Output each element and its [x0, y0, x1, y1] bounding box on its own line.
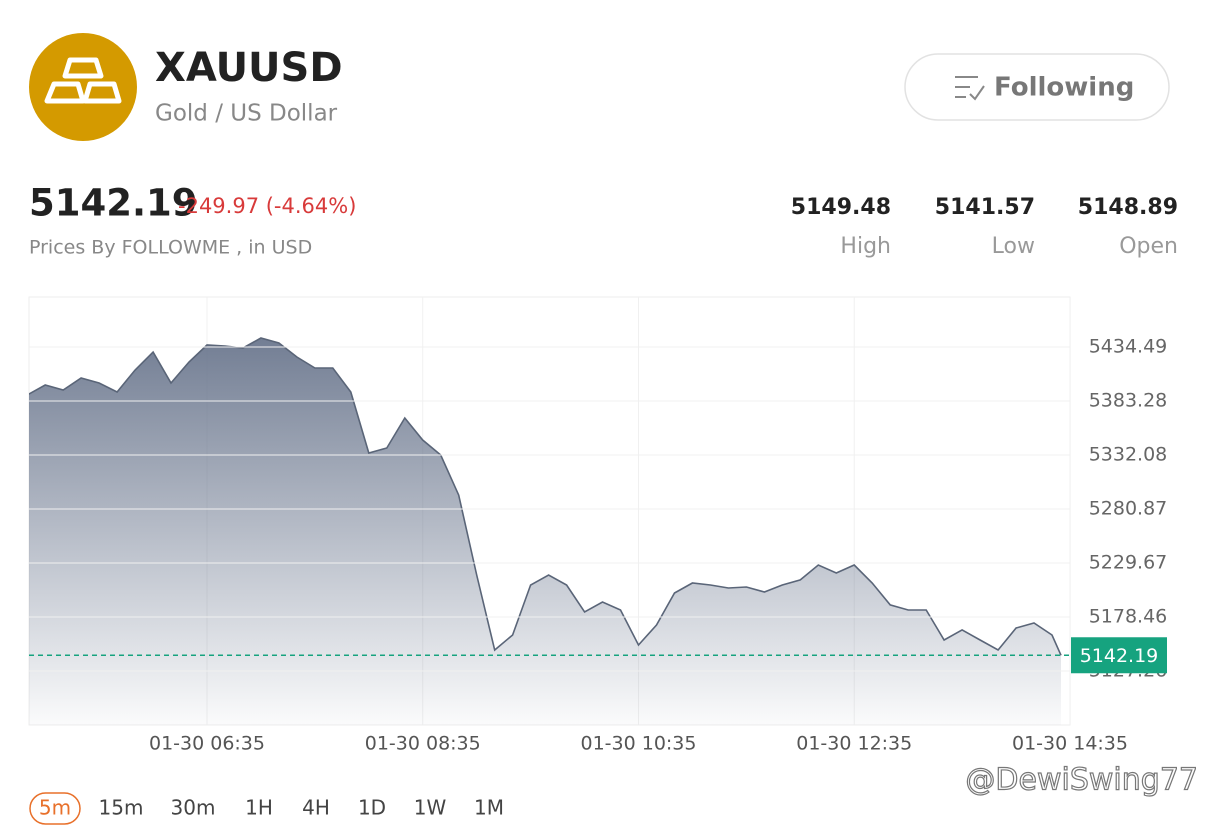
instrument-name: Gold / US Dollar: [155, 101, 338, 127]
y-tick-label: 5280.87: [1089, 498, 1168, 520]
follow-label[interactable]: Following: [994, 73, 1134, 103]
y-tick-label: 5178.46: [1089, 606, 1168, 628]
x-tick-label: 01-30 14:35: [1012, 733, 1128, 755]
area-fill: [29, 338, 1062, 725]
y-tick-label: 5229.67: [1089, 552, 1168, 574]
price-line: [29, 337, 1062, 656]
stat-value: 5148.89: [1078, 195, 1178, 220]
x-tick-label: 01-30 12:35: [796, 733, 912, 755]
stat-value: 5141.57: [935, 195, 1035, 220]
y-tick-label: 5332.08: [1089, 444, 1168, 466]
x-tick-label: 01-30 08:35: [365, 733, 481, 755]
timeframe-option[interactable]: 15m: [99, 796, 144, 820]
stat-label: Low: [992, 234, 1035, 259]
follow-button[interactable]: Following: [904, 53, 1170, 121]
stat-label: High: [840, 234, 891, 259]
price-source: Prices By FOLLOWME , in USD: [29, 237, 312, 259]
price-change: -249.97 (-4.64%): [178, 194, 356, 218]
watermark: @DewiSwing77: [965, 763, 1198, 798]
timeframe-option[interactable]: 1H: [245, 796, 273, 820]
timeframe-option[interactable]: 4H: [302, 796, 330, 820]
plot: [29, 297, 1070, 725]
timeframe-option[interactable]: 30m: [171, 796, 216, 820]
last-price-label: 5142.19: [1080, 645, 1159, 667]
last-price-tag: [1071, 637, 1167, 674]
x-tick-label: 01-30 06:35: [149, 733, 265, 755]
stat-value: 5149.48: [791, 195, 891, 220]
logo: [29, 33, 137, 141]
x-tick-label: 01-30 10:35: [580, 733, 696, 755]
timeframe-option[interactable]: 1M: [474, 796, 504, 820]
stat-label: Open: [1119, 234, 1178, 259]
y-tick-label: 5383.28: [1089, 390, 1168, 412]
timeframe-option[interactable]: 5m: [39, 796, 71, 820]
price: 5142.19: [29, 182, 198, 225]
symbol: XAUUSD: [155, 45, 343, 91]
timeframe-option[interactable]: 1W: [414, 796, 447, 820]
timeframe-selected[interactable]: [29, 792, 81, 825]
y-tick-label: 5434.49: [1089, 335, 1168, 357]
timeframe-option[interactable]: 1D: [358, 796, 386, 820]
